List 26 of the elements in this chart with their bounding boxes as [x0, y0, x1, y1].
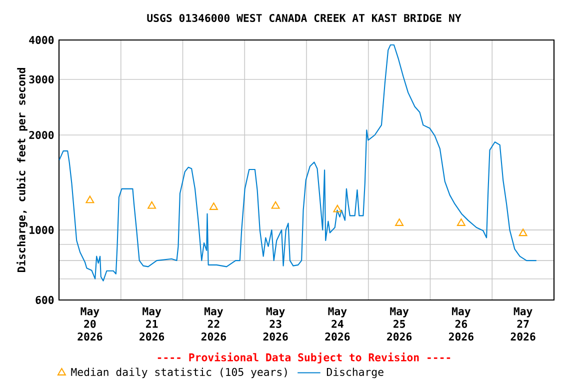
point	[271, 201, 280, 209]
point	[209, 202, 218, 210]
y-tick-label: 1000	[30, 226, 54, 234]
point	[333, 204, 342, 212]
x-tick-label: May 27 2026	[510, 307, 536, 341]
point	[148, 201, 156, 209]
y-tick-label: 2000	[29, 130, 54, 140]
point	[86, 196, 94, 204]
x-tick-label: May 21 2026	[140, 307, 164, 341]
legend-label: Discharge	[326, 368, 384, 378]
y-tick-label: 600	[36, 296, 54, 304]
y-tick-label: 4000	[29, 36, 54, 44]
point	[395, 218, 404, 226]
y-tick-label: 3000	[29, 75, 54, 84]
point	[518, 228, 528, 236]
chart-title: USGS 01346000 WEST CANADA CREEK AT KAST BRIDGE NY	[147, 14, 462, 22]
x-tick-label: May 20 2026	[78, 307, 102, 341]
point	[456, 218, 466, 226]
x-tick-label: May 24 2026	[325, 307, 350, 341]
x-tick-label: May 22 2026	[201, 307, 226, 341]
legend-label: Median daily statistic (105 years)	[71, 368, 287, 378]
x-tick-label: May 23 2026	[263, 307, 288, 341]
y-axis-title: Discharge, cubic feet per second	[16, 68, 28, 272]
text: ---- Provisional Data Subject to Revision ----	[158, 352, 450, 364]
x-tick-label: May 25 2026	[387, 307, 412, 341]
x-tick-label: May 26 2026	[448, 307, 474, 341]
